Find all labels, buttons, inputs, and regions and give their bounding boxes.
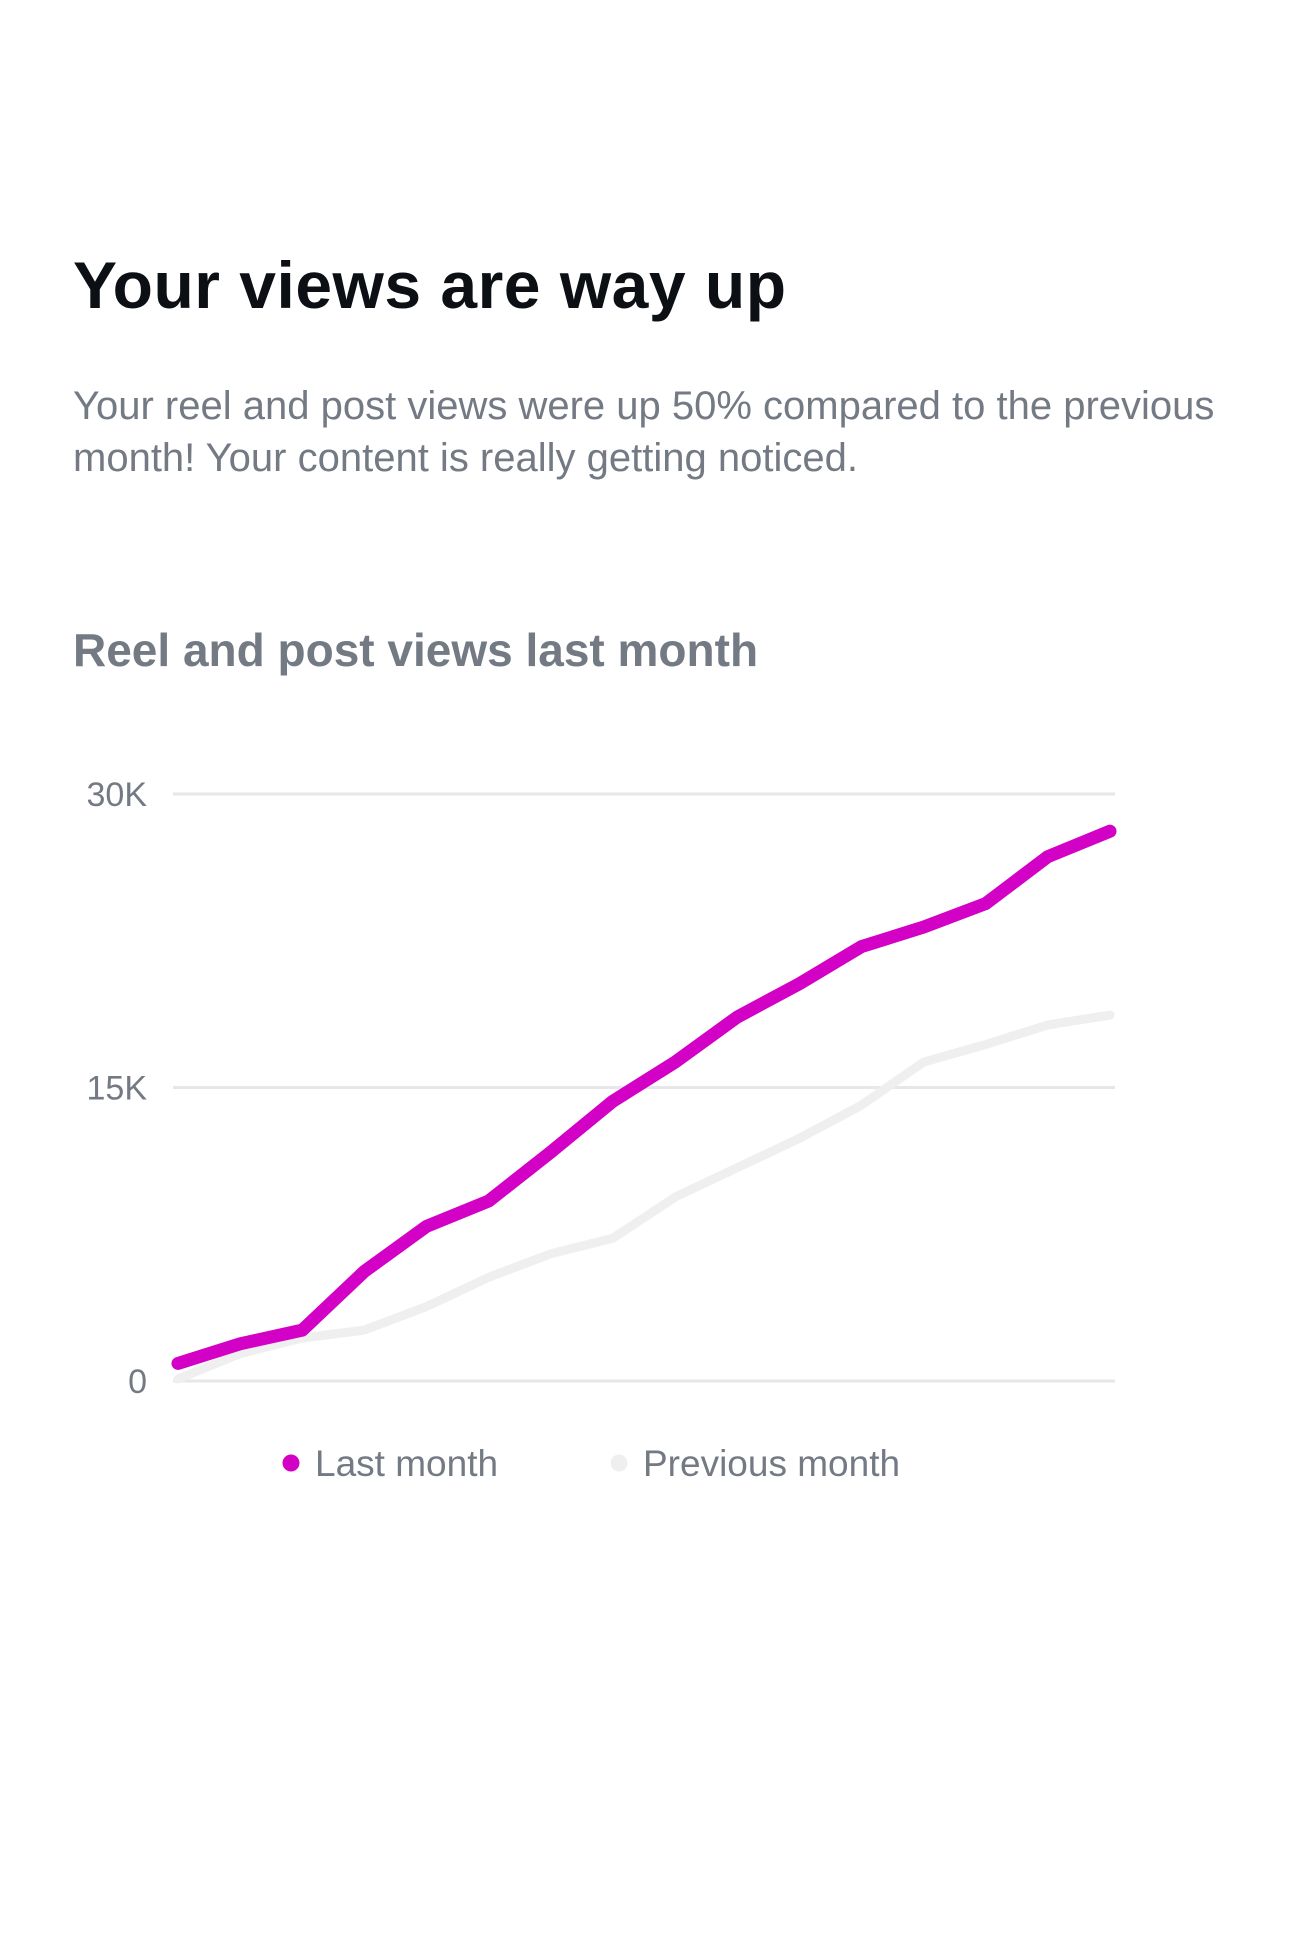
summary-text: Your reel and post views were up 50% com… <box>73 384 1215 480</box>
legend-label: Last month <box>315 1443 498 1484</box>
series-line-last-month <box>171 824 1117 1370</box>
y-axis-ticks: 0 15K 30K <box>87 776 148 1401</box>
legend-item-previous-month: Previous month <box>610 1443 900 1484</box>
y-tick-label: 15K <box>87 1070 148 1108</box>
legend-label: Previous month <box>643 1443 900 1484</box>
series-line-previous-month <box>173 1010 1115 1384</box>
chart-title: Reel and post views last month <box>73 624 759 676</box>
chart-legend: Last month Previous month <box>282 1443 900 1484</box>
page-headline: Your views are way up <box>73 248 787 322</box>
chart-series <box>171 824 1117 1384</box>
y-tick-label: 0 <box>128 1363 147 1401</box>
legend-item-last-month: Last month <box>282 1443 498 1484</box>
legend-dot <box>610 1454 628 1472</box>
legend-dot <box>282 1454 300 1472</box>
y-tick-label: 30K <box>87 776 148 814</box>
